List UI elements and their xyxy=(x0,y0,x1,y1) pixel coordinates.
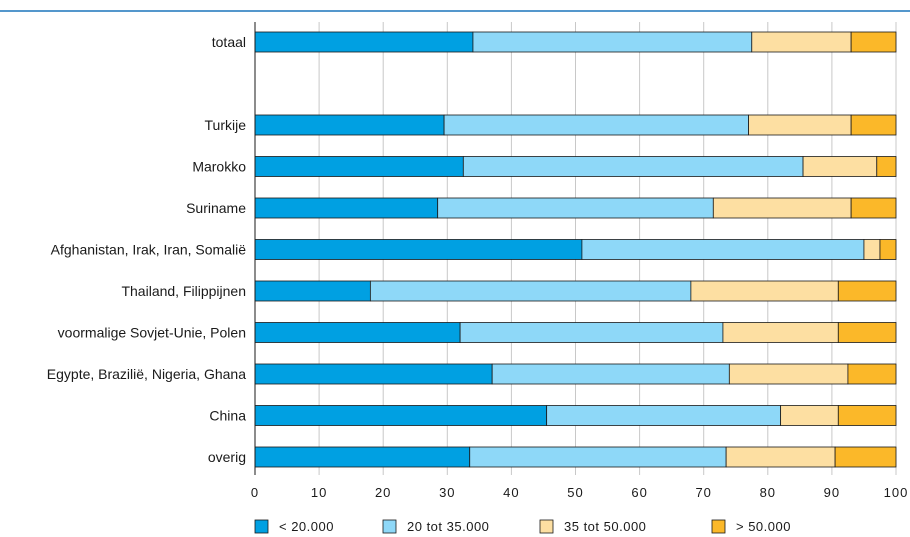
legend-swatch xyxy=(711,519,726,534)
x-tick-label: 0 xyxy=(251,485,259,500)
bar-segment xyxy=(254,280,371,302)
bar-segment xyxy=(491,363,730,385)
bar-segment xyxy=(581,239,865,260)
x-tick-label: 90 xyxy=(824,485,840,500)
bar-segment xyxy=(254,156,464,177)
bar-segment xyxy=(834,446,897,468)
bar-segment xyxy=(254,363,493,385)
category-label: Marokko xyxy=(192,159,246,175)
bar-segment xyxy=(748,114,852,136)
bar-segment xyxy=(254,31,474,53)
bar-segment xyxy=(690,280,839,302)
legend-label: < 20.000 xyxy=(279,519,334,534)
bar-segment xyxy=(254,322,461,343)
bar-segment xyxy=(722,322,839,343)
bar-segment xyxy=(802,156,878,177)
category-label: voormalige Sovjet-Unie, Polen xyxy=(58,325,246,341)
bar-segment xyxy=(751,31,852,53)
legend-swatch xyxy=(539,519,554,534)
bar-segment xyxy=(876,156,897,177)
bar-segment xyxy=(472,31,753,53)
bar-segment xyxy=(254,405,548,426)
category-label: Afghanistan, Irak, Iran, Somalië xyxy=(51,242,247,258)
bar-segment xyxy=(369,280,692,302)
bar-segment xyxy=(879,239,897,260)
x-tick-label: 50 xyxy=(567,485,583,500)
y-axis: totaal Turkije Marokko Suriname Afghanistan,… xyxy=(47,22,256,475)
bar-segment xyxy=(254,446,471,468)
bar-segment xyxy=(837,322,897,343)
bars xyxy=(254,31,897,468)
bar-segment xyxy=(546,405,782,426)
category-label: Suriname xyxy=(186,200,246,216)
bar-segment xyxy=(847,363,897,385)
x-tick-label: 40 xyxy=(503,485,519,500)
bar-segment xyxy=(462,156,804,177)
category-label: overig xyxy=(208,449,246,465)
legend-label: 35 tot 50.000 xyxy=(564,519,646,534)
bar-segment xyxy=(725,446,836,468)
category-label: totaal xyxy=(212,34,246,50)
bar-segment xyxy=(837,405,897,426)
category-label: China xyxy=(209,408,246,424)
bar-segment xyxy=(437,197,714,219)
bar-segment xyxy=(863,239,881,260)
x-tick-label: 60 xyxy=(631,485,647,500)
x-tick-label: 100 xyxy=(884,485,909,500)
x-axis: 0 10 20 30 40 50 60 70 80 90 100 xyxy=(251,485,909,500)
bar-segment xyxy=(469,446,727,468)
category-label: Egypte, Brazilië, Nigeria, Ghana xyxy=(47,366,246,382)
legend-swatch xyxy=(382,519,397,534)
legend-label: 20 tot 35.000 xyxy=(407,519,489,534)
bar-segment xyxy=(254,114,445,136)
legend: < 20.000 20 tot 35.000 35 tot 50.000 > 50.0… xyxy=(254,519,791,534)
x-tick-label: 10 xyxy=(311,485,327,500)
category-label: Turkije xyxy=(205,117,247,133)
x-tick-label: 80 xyxy=(760,485,776,500)
bar-segment xyxy=(728,363,849,385)
bar-segment xyxy=(780,405,839,426)
bar-segment xyxy=(443,114,749,136)
bar-segment xyxy=(850,31,897,53)
x-tick-label: 70 xyxy=(695,485,711,500)
x-tick-label: 20 xyxy=(375,485,391,500)
bar-segment xyxy=(254,197,439,219)
bar-segment xyxy=(850,114,897,136)
legend-swatch xyxy=(254,519,269,534)
x-tick-label: 30 xyxy=(439,485,455,500)
category-label: Thailand, Filippijnen xyxy=(121,283,246,299)
legend-label: > 50.000 xyxy=(736,519,791,534)
bar-segment xyxy=(837,280,897,302)
bar-segment xyxy=(712,197,852,219)
bar-segment xyxy=(459,322,724,343)
bar-segment xyxy=(850,197,897,219)
bar-segment xyxy=(254,239,583,260)
